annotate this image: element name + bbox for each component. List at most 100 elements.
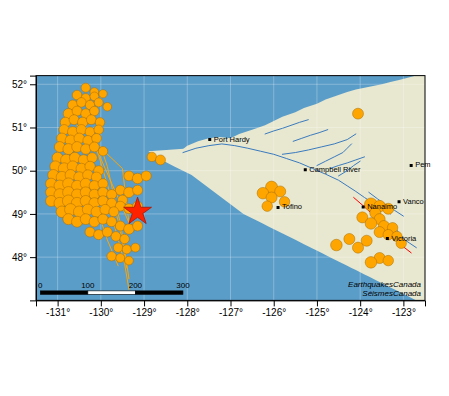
point xyxy=(262,201,272,211)
point xyxy=(124,197,152,223)
point xyxy=(116,254,125,263)
grid-line-y xyxy=(36,257,425,258)
scale-bar-label: 200 xyxy=(129,281,143,290)
line xyxy=(265,120,308,134)
y-tick-mark xyxy=(30,171,36,172)
line xyxy=(282,134,355,154)
point xyxy=(133,221,143,231)
ocean xyxy=(36,76,425,301)
labels: Port HardyCampbell RiverTofinoNanaimoVan… xyxy=(38,135,430,299)
y-tick-label: 50° xyxy=(12,165,27,176)
point xyxy=(111,232,121,242)
point xyxy=(125,256,134,265)
y-tick-label: 52° xyxy=(12,79,27,90)
scale-bar-segment xyxy=(135,291,183,294)
grid-line-x xyxy=(187,76,188,301)
x-tick-mark xyxy=(403,300,404,306)
line xyxy=(77,125,129,222)
point xyxy=(90,106,99,115)
point xyxy=(92,133,102,143)
x-tick-mark xyxy=(101,300,102,306)
point xyxy=(122,245,131,254)
x-tick-mark xyxy=(274,300,275,306)
line xyxy=(77,125,129,289)
y-tick-label: 48° xyxy=(12,252,27,263)
land-layer xyxy=(148,76,425,301)
marks xyxy=(40,83,416,294)
point xyxy=(109,207,119,217)
point xyxy=(344,233,355,244)
point xyxy=(365,218,377,230)
x-tick-mark xyxy=(187,300,188,306)
point xyxy=(155,155,165,165)
city-marker xyxy=(398,200,401,203)
grid-line-x xyxy=(316,76,317,301)
point xyxy=(94,125,103,134)
scale-bar-segment xyxy=(40,291,88,294)
point xyxy=(120,234,129,243)
x-tick-label: -124° xyxy=(349,307,373,318)
scale-bar-label: 100 xyxy=(81,281,95,290)
y-tick: 50° xyxy=(12,165,36,176)
point xyxy=(94,98,103,107)
point xyxy=(86,115,96,125)
scale-bar-label: 0 xyxy=(38,281,43,290)
x-tick-label: -129° xyxy=(133,307,157,318)
point xyxy=(383,255,393,265)
x-tick: -126° xyxy=(262,300,286,318)
x-tick: -124° xyxy=(349,300,373,318)
x-tick: -129° xyxy=(133,300,157,318)
scale-bar-label: 300 xyxy=(176,281,190,290)
point xyxy=(141,171,151,181)
x-tick-mark xyxy=(317,300,318,306)
city-label: Pem xyxy=(415,161,430,170)
y-tick: 51° xyxy=(12,122,36,133)
plot-frame xyxy=(36,76,425,301)
point xyxy=(131,243,140,252)
x-tick-label: -125° xyxy=(305,307,329,318)
city-marker xyxy=(208,138,211,141)
city-label: Victoria xyxy=(391,234,417,243)
x-tick: -125° xyxy=(305,300,329,318)
x-tick-label: -127° xyxy=(219,307,243,318)
x-axis: -131°-130°-129°-128°-127°-126°-125°-124°… xyxy=(37,300,426,318)
point xyxy=(103,102,112,111)
x-tick: -131° xyxy=(46,300,70,318)
x-tick-mark xyxy=(360,300,361,306)
plot: Port HardyCampbell RiverTofinoNanaimoVan… xyxy=(12,76,431,319)
land xyxy=(179,137,390,239)
x-tick: -130° xyxy=(89,300,113,318)
point xyxy=(147,152,156,161)
y-tick-mark xyxy=(30,214,36,215)
point xyxy=(113,243,122,252)
chart: Port HardyCampbell RiverTofinoNanaimoVan… xyxy=(0,0,449,396)
point xyxy=(102,227,112,237)
line xyxy=(293,130,328,142)
point xyxy=(107,252,116,261)
y-axis: 48° 49° 50° 51° 52° xyxy=(12,76,37,301)
city-label: Campbell River xyxy=(309,165,361,174)
y-tick-mark xyxy=(30,257,36,258)
city-marker xyxy=(304,168,307,171)
scale-bar-segment xyxy=(88,291,136,294)
y-tick: 48° xyxy=(12,252,36,263)
line xyxy=(183,144,390,214)
city-label: Vanco xyxy=(403,197,424,206)
x-axis-line xyxy=(37,301,426,307)
grid-line-x xyxy=(403,76,404,301)
grid-line-x xyxy=(144,76,145,301)
land xyxy=(148,76,425,301)
city-marker xyxy=(277,206,280,209)
y-tick-label: 51° xyxy=(12,122,27,133)
y-tick-label: 49° xyxy=(12,209,27,220)
x-tick-label: -131° xyxy=(46,307,70,318)
point xyxy=(89,142,99,152)
point xyxy=(77,98,87,108)
city-marker xyxy=(362,206,365,209)
city-marker xyxy=(386,237,389,240)
point xyxy=(99,90,107,98)
point xyxy=(365,257,377,269)
x-tick: -123° xyxy=(392,300,416,318)
grid-line-x xyxy=(230,76,231,301)
point xyxy=(331,239,343,251)
